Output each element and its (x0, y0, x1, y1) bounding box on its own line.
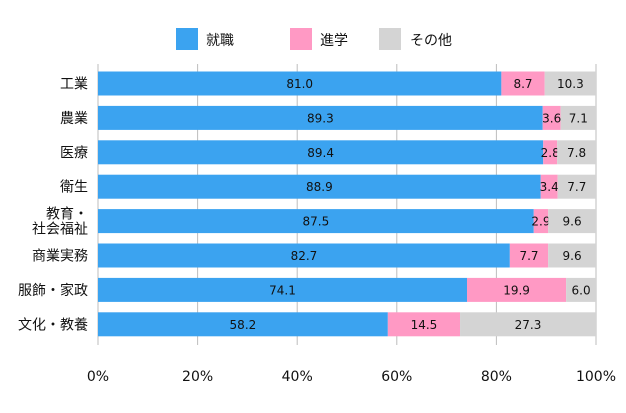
category-label-4: 教育・社会福祉 (32, 207, 88, 238)
bar-2-2 (557, 140, 596, 165)
bar-2-1 (543, 140, 558, 165)
x-tick-label-5: 100% (576, 369, 616, 385)
bar-6-0 (98, 277, 468, 302)
bar-label-7-2: 27.3 (515, 318, 542, 332)
legend-label-1: 進学 (320, 33, 348, 49)
bar-1-1 (542, 105, 561, 130)
bar-label-0-0: 81.0 (286, 77, 313, 91)
bar-3-1 (540, 174, 558, 199)
bar-4-1 (533, 209, 549, 234)
bar-label-3-0: 88.9 (306, 180, 333, 194)
legend-swatch-2 (379, 28, 401, 50)
category-label-6: 服飾・家政 (18, 282, 88, 299)
bars: 81.0 8.7 10.3 89.3 3.6 7.1 89.4 2.8 7.8 88.9 3.4 7.… (98, 71, 596, 337)
bar-label-6-2: 6.0 (572, 283, 591, 297)
bar-label-5-0: 82.7 (291, 249, 318, 263)
bar-0-1 (501, 71, 545, 96)
bar-label-6-1: 19.9 (503, 283, 530, 297)
bar-0-0 (98, 71, 502, 96)
bar-3-2 (557, 174, 596, 199)
x-tick-label-2: 40% (282, 369, 313, 385)
bar-label-6-0: 74.1 (269, 283, 296, 297)
bar-2-0 (98, 140, 544, 165)
x-tick-labels: 0% 20% 40% 60% 80% 100% (87, 369, 616, 385)
bar-label-7-1: 14.5 (411, 318, 438, 332)
bar-1-0 (98, 105, 543, 130)
bar-label-5-1: 7.7 (519, 249, 538, 263)
bar-3-0 (98, 174, 541, 199)
bar-label-5-2: 9.6 (563, 249, 582, 263)
category-label-5: 商業実務 (32, 249, 88, 265)
bar-label-1-2: 7.1 (569, 111, 588, 125)
category-label-2: 医療 (60, 144, 88, 161)
bar-label-0-2: 10.3 (557, 77, 584, 91)
x-tick-label-0: 0% (87, 369, 109, 385)
bar-5-2 (548, 243, 596, 268)
legend-label-0: 就職 (206, 33, 234, 49)
bar-6-1 (467, 277, 567, 302)
bar-label-3-2: 7.7 (567, 180, 586, 194)
bar-4-0 (98, 209, 534, 234)
legend-label-2: その他 (410, 33, 452, 49)
bar-7-0 (98, 312, 388, 337)
x-tick-label-1: 20% (182, 369, 213, 385)
x-tick-label-3: 60% (381, 369, 412, 385)
bar-label-2-2: 7.8 (567, 146, 586, 160)
bar-label-0-1: 8.7 (513, 77, 532, 91)
bar-label-1-0: 89.3 (307, 111, 334, 125)
category-label-1: 農業 (60, 111, 88, 127)
bar-0-2 (544, 71, 596, 96)
bar-label-4-1: 2.9 (531, 215, 550, 229)
bar-label-7-0: 58.2 (230, 318, 257, 332)
category-label-3: 衛生 (60, 180, 88, 196)
bar-6-2 (566, 277, 596, 302)
bar-4-2 (548, 209, 596, 234)
bar-label-3-1: 3.4 (540, 180, 559, 194)
bar-1-2 (560, 105, 596, 130)
bar-5-0 (98, 243, 510, 268)
bar-label-4-0: 87.5 (303, 215, 330, 229)
bar-label-4-2: 9.6 (563, 215, 582, 229)
category-label-7: 文化・教養 (18, 316, 88, 333)
bar-label-2-1: 2.8 (541, 146, 560, 160)
legend-swatch-0 (176, 28, 198, 50)
bar-label-1-1: 3.6 (542, 111, 561, 125)
x-tick-label-4: 80% (481, 369, 512, 385)
legend: 就職 進学 その他 (176, 28, 452, 50)
bar-label-2-0: 89.4 (307, 146, 334, 160)
bar-7-1 (387, 312, 461, 337)
legend-swatch-1 (290, 28, 312, 50)
bar-5-1 (509, 243, 549, 268)
bar-7-2 (460, 312, 596, 337)
category-label-0: 工業 (60, 77, 88, 93)
